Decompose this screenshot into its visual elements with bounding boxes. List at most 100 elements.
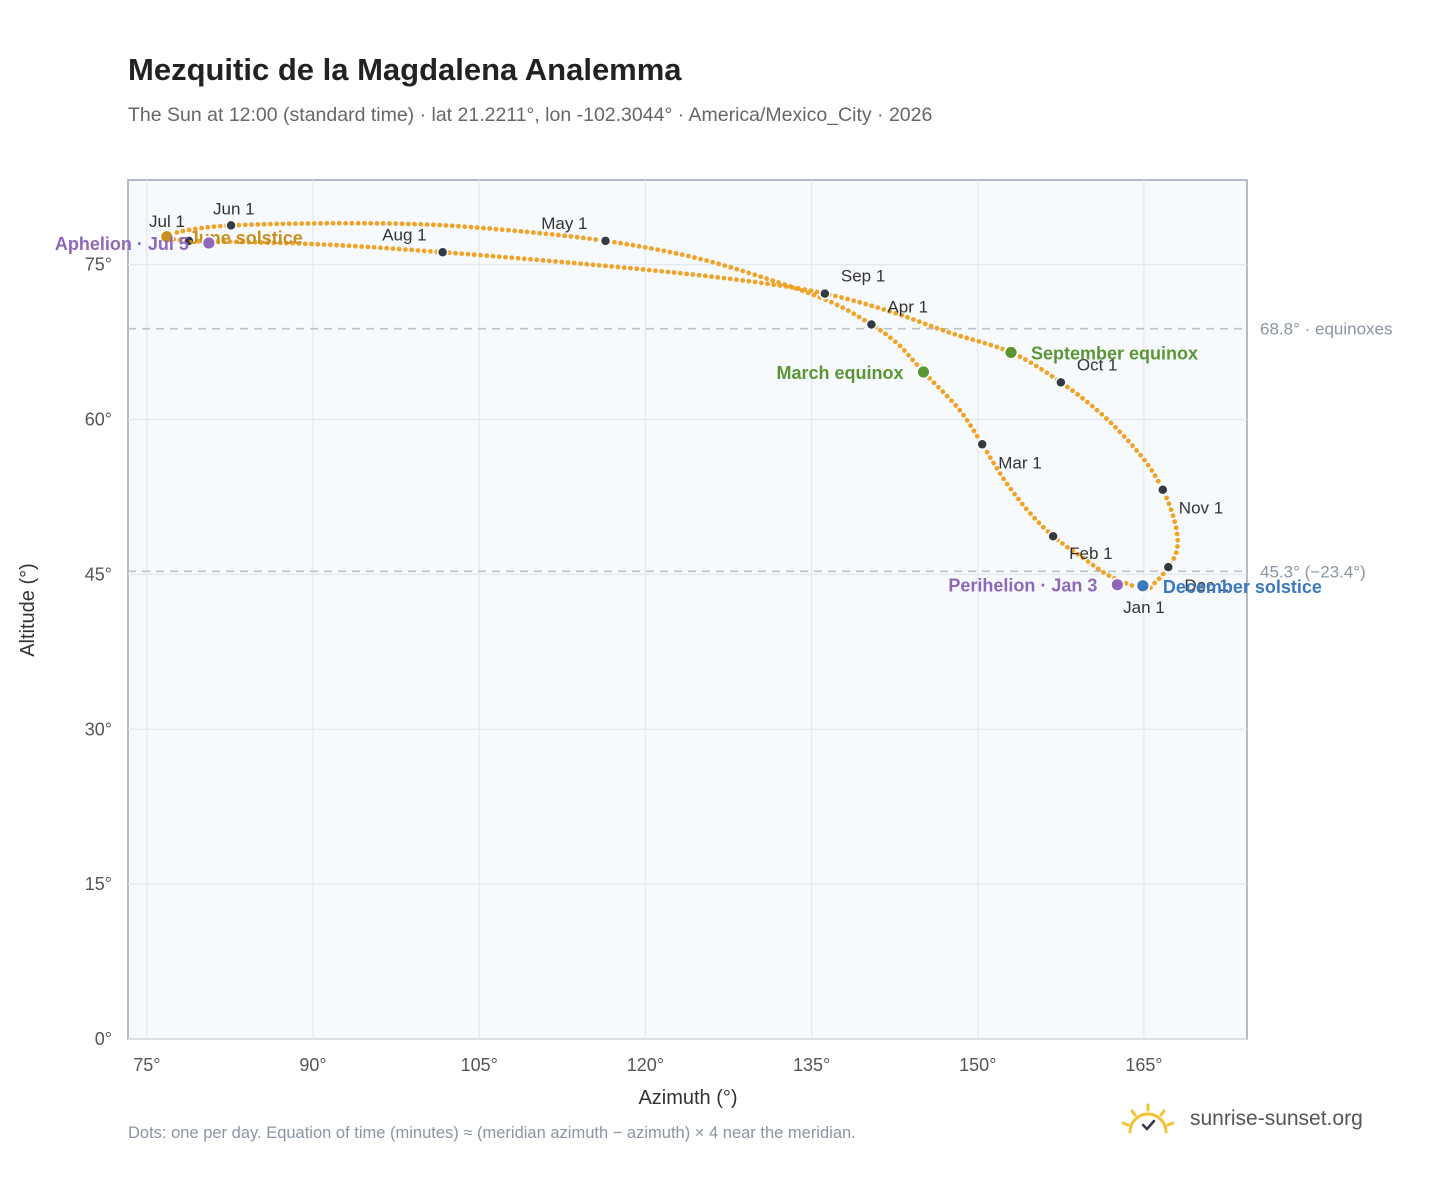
day-dot xyxy=(365,244,371,250)
day-dot xyxy=(1080,395,1085,401)
day-dot xyxy=(910,357,916,363)
day-dot xyxy=(665,269,671,275)
day-dot xyxy=(192,226,198,232)
event-marker xyxy=(1003,345,1019,360)
day-dot xyxy=(215,239,220,244)
day-dot xyxy=(770,278,776,283)
day-dot xyxy=(240,239,245,245)
day-dot xyxy=(528,256,533,262)
day-dot xyxy=(387,221,392,226)
day-dot xyxy=(309,241,314,247)
day-dot xyxy=(428,248,433,254)
day-dot xyxy=(368,220,374,226)
day-dot xyxy=(199,225,204,231)
day-dot xyxy=(1049,373,1055,379)
day-dot xyxy=(378,245,383,251)
day-dot xyxy=(555,232,561,238)
month-marker xyxy=(1162,561,1175,573)
day-dot xyxy=(642,244,648,250)
day-dot xyxy=(405,221,411,227)
y-tick-label: 75° xyxy=(85,255,112,275)
day-dot xyxy=(1028,360,1034,366)
day-dot xyxy=(888,335,893,341)
day-dot xyxy=(549,232,555,237)
day-dot xyxy=(462,224,468,230)
day-dot xyxy=(1171,556,1177,561)
day-dot xyxy=(1036,520,1042,526)
month-label: May 1 xyxy=(541,214,587,233)
day-dot xyxy=(636,243,642,249)
day-dot xyxy=(571,260,577,266)
day-dot xyxy=(315,241,321,247)
day-dot xyxy=(667,249,673,255)
chart-title: Mezquitic de la Magdalena Analemma xyxy=(128,52,682,87)
brand-text: sunrise-sunset.org xyxy=(1190,1107,1363,1130)
day-dot xyxy=(988,342,994,348)
day-dot xyxy=(518,228,524,234)
day-dot xyxy=(580,235,586,241)
day-dot xyxy=(1172,519,1178,525)
day-dot xyxy=(299,221,305,226)
day-dot xyxy=(499,227,505,233)
day-dot xyxy=(1130,443,1135,449)
axis-ticks: 75° 90° 105° 120° 135° 150° 165° 0° 15° 30° 45° 60°… xyxy=(85,255,1163,1075)
day-dot xyxy=(302,241,308,247)
day-dot xyxy=(233,239,239,245)
day-dot xyxy=(940,389,946,395)
day-dot xyxy=(704,258,710,263)
day-dot xyxy=(758,274,764,280)
day-dot xyxy=(261,221,267,227)
day-dot xyxy=(1103,416,1109,421)
day-dot xyxy=(471,252,477,258)
day-dot xyxy=(490,253,496,259)
day-dot xyxy=(196,238,202,244)
day-dot xyxy=(1033,363,1039,369)
day-dot xyxy=(653,268,658,274)
day-dot xyxy=(702,273,708,279)
day-dot xyxy=(277,240,283,246)
day-dot xyxy=(987,455,993,460)
day-dot xyxy=(1017,354,1023,360)
day-dot xyxy=(1156,576,1162,582)
day-dot xyxy=(661,248,667,254)
day-dot xyxy=(1008,486,1014,492)
day-dot xyxy=(994,344,1000,350)
day-dot xyxy=(318,220,323,226)
day-dot xyxy=(437,222,443,228)
day-dot xyxy=(892,339,898,345)
day-dot xyxy=(221,239,227,245)
day-dot xyxy=(1152,473,1158,479)
day-dot xyxy=(290,240,296,246)
chart-subtitle: The Sun at 12:00 (standard time) · lat 2… xyxy=(128,104,933,126)
day-dot xyxy=(355,220,361,226)
day-dot xyxy=(449,223,455,229)
day-dot xyxy=(746,270,752,276)
day-dot xyxy=(1080,555,1086,561)
day-dot xyxy=(974,433,980,439)
day-dot xyxy=(1160,571,1166,577)
day-dot xyxy=(1113,424,1118,430)
day-dot xyxy=(177,237,183,243)
day-dot xyxy=(976,339,982,344)
day-dot xyxy=(565,260,571,265)
brand[interactable]: sunrise-sunset.org xyxy=(1120,1102,1363,1136)
day-dot xyxy=(1016,496,1021,502)
reference-line-label: 45.3° (−23.4°) xyxy=(1260,562,1366,581)
day-dot xyxy=(603,263,608,269)
month-marker xyxy=(599,235,612,247)
day-dot xyxy=(833,293,838,299)
day-dot xyxy=(690,272,696,277)
day-dot xyxy=(1044,370,1050,376)
day-dot xyxy=(330,220,336,226)
day-dot xyxy=(734,277,739,283)
day-dot xyxy=(881,307,887,312)
day-dot xyxy=(553,259,558,264)
event-label: March equinox xyxy=(776,363,903,383)
day-dot xyxy=(845,308,851,314)
day-dot xyxy=(721,275,727,281)
day-dot xyxy=(944,393,950,399)
day-dot xyxy=(1070,388,1075,394)
day-dot xyxy=(869,303,875,309)
day-dot xyxy=(856,314,862,320)
